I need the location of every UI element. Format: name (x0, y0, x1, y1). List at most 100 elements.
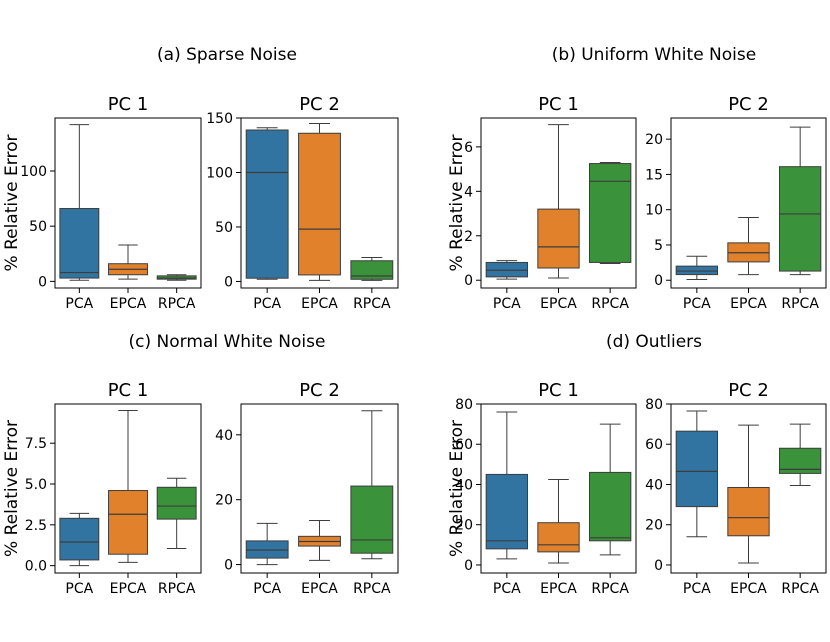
y-tick-label: 50 (215, 220, 233, 236)
iqr-box (675, 430, 719, 508)
y-tick-label: 100 (206, 165, 233, 181)
y-tick-label: 0 (654, 558, 663, 574)
x-tick-label: PCA (65, 581, 93, 597)
box-pca (59, 512, 100, 567)
box-rpca (589, 423, 632, 556)
box-epca (298, 519, 341, 561)
y-axis-label: % Relative Error (2, 135, 22, 272)
subfigure-group: (b) Uniform White Noise % Relative Error P… (447, 45, 827, 312)
y-tick-label: 0.0 (25, 559, 47, 575)
iqr-box (245, 129, 289, 279)
group-title: (d) Outliers (606, 332, 702, 352)
box-rpca (779, 423, 822, 486)
box-epca (727, 424, 770, 564)
y-tick-label: 2.5 (25, 518, 47, 534)
iqr-box (298, 132, 341, 276)
panel: PC 2 0 50 100 150 PCA EPCA RPCA (206, 94, 399, 312)
y-axis-label: % Relative Error (447, 420, 467, 557)
panel-title: PC 2 (299, 380, 340, 401)
x-tick-label: RPCA (158, 581, 196, 597)
x-tick-label: RPCA (781, 296, 819, 312)
panel-title: PC 1 (538, 94, 579, 115)
iqr-box (350, 260, 394, 280)
panel-title: PC 2 (299, 94, 340, 115)
y-tick-label: 0 (224, 274, 233, 290)
box-rpca (350, 256, 394, 281)
box-rpca (589, 161, 632, 265)
y-axis-label: % Relative Error (2, 420, 22, 557)
subfigure-group: (a) Sparse Noise % Relative Error PC 1 0 50 1… (2, 45, 399, 312)
iqr-box (59, 208, 100, 279)
y-axis-label: % Relative Error (447, 135, 467, 272)
box-pca (675, 410, 719, 538)
box-pca (485, 411, 528, 560)
panel: PC 1 0 20 40 60 80 PCA EPCA RPCA (455, 380, 637, 597)
y-tick-label: 60 (645, 437, 663, 453)
y-tick-label: 20 (645, 518, 663, 534)
iqr-box (537, 208, 580, 269)
x-tick-label: EPCA (301, 581, 338, 597)
iqr-box (727, 486, 770, 537)
box-epca (537, 124, 580, 279)
box-epca (727, 216, 770, 276)
x-tick-label: EPCA (301, 296, 338, 312)
panel: PC 2 0 5 10 15 20 PCA EPCA RPCA (645, 94, 827, 312)
y-tick-label: 5 (654, 238, 663, 254)
y-tick-label: 4 (464, 184, 473, 200)
box-pca (245, 522, 289, 566)
box-pca (485, 260, 528, 280)
box-rpca (156, 274, 197, 281)
iqr-box (675, 265, 719, 276)
y-tick-label: 5.0 (25, 477, 47, 493)
box-rpca (779, 126, 822, 276)
panel-title: PC 2 (728, 380, 769, 401)
y-tick-label: 40 (645, 477, 663, 493)
iqr-box (589, 163, 632, 263)
box-pca (59, 124, 100, 281)
x-tick-label: RPCA (158, 296, 196, 312)
y-tick-label: 0 (654, 273, 663, 289)
x-tick-label: PCA (683, 581, 711, 597)
y-tick-label: 20 (455, 518, 473, 534)
y-tick-label: 40 (215, 428, 233, 444)
panel: PC 1 0 50 100 PCA EPCA RPCA (20, 94, 202, 312)
iqr-box (108, 490, 148, 555)
group-title: (b) Uniform White Noise (552, 45, 756, 65)
box-pca (675, 255, 719, 281)
x-tick-label: RPCA (781, 581, 819, 597)
y-tick-label: 80 (645, 397, 663, 413)
panel-title: PC 1 (108, 94, 149, 115)
x-tick-label: EPCA (110, 296, 147, 312)
y-tick-label: 10 (645, 203, 663, 219)
x-tick-label: RPCA (353, 581, 391, 597)
panel-title: PC 1 (538, 380, 579, 401)
x-tick-label: EPCA (730, 581, 767, 597)
subfigure-group: (c) Normal White Noise% Relative ErrorPC… (2, 332, 399, 597)
panel: PC 1 0.0 2.5 5.0 7.5 PCA EPCA RPCA (25, 380, 202, 597)
y-tick-label: 20 (215, 493, 233, 509)
y-tick-label: 20 (645, 132, 663, 148)
x-tick-label: PCA (683, 296, 711, 312)
x-tick-label: PCA (493, 581, 521, 597)
x-tick-label: EPCA (540, 296, 577, 312)
y-tick-label: 60 (455, 437, 473, 453)
box-epca (108, 410, 148, 563)
iqr-box (156, 486, 197, 520)
iqr-box (485, 473, 528, 550)
iqr-box (350, 485, 394, 554)
x-tick-label: PCA (253, 581, 281, 597)
group-title: (a) Sparse Noise (157, 45, 297, 65)
y-tick-label: 0 (38, 274, 47, 290)
y-tick-label: 0 (224, 558, 233, 574)
iqr-box (537, 522, 580, 553)
box-epca (537, 478, 580, 564)
x-tick-label: RPCA (591, 581, 629, 597)
y-tick-label: 0 (464, 273, 473, 289)
panel-title: PC 2 (728, 94, 769, 115)
iqr-box (779, 166, 822, 272)
box-rpca (350, 410, 394, 560)
y-tick-label: 7.5 (25, 436, 47, 452)
x-tick-label: EPCA (730, 296, 767, 312)
box-epca (298, 122, 341, 281)
